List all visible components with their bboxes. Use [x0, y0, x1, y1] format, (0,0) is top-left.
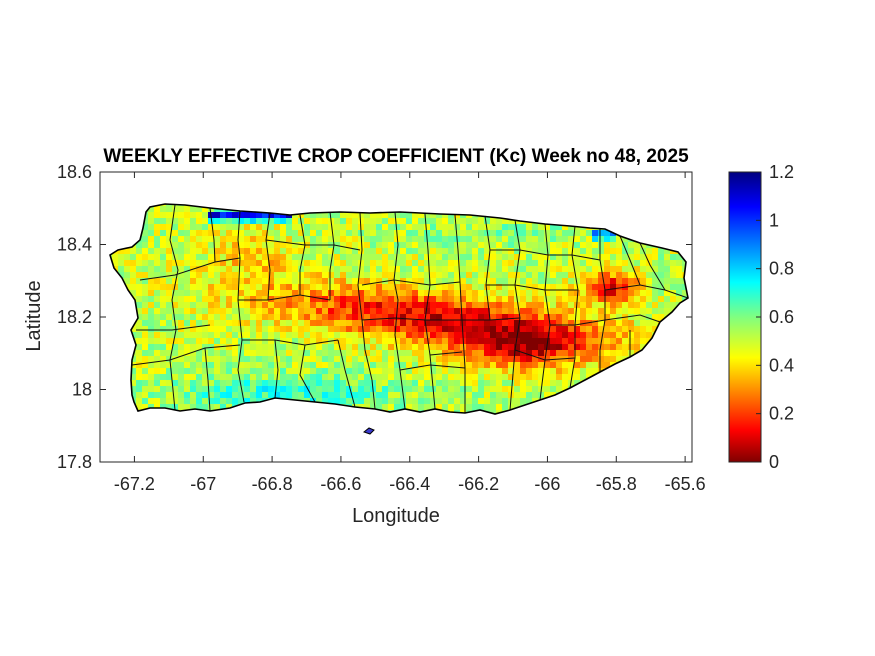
x-tick-label: -65.8 — [596, 474, 637, 494]
y-tick-label: 18 — [72, 380, 92, 400]
colorbar-tick-label: 1 — [769, 210, 779, 230]
y-tick-label: 17.8 — [57, 452, 92, 472]
colorbar-tick-label: 0.4 — [769, 355, 794, 375]
colorbar-tick-label: 0 — [769, 452, 779, 472]
colorbar-tick-label: 1.2 — [769, 162, 794, 182]
x-tick-label: -65.6 — [665, 474, 706, 494]
y-tick-label: 18.2 — [57, 307, 92, 327]
municipality-boundaries — [131, 204, 689, 413]
chart-title: WEEKLY EFFECTIVE CROP COEFFICIENT (Kc) W… — [103, 146, 689, 167]
island-outline — [109, 203, 689, 415]
y-tick-label: 18.6 — [57, 162, 92, 182]
x-axis-ticks: -67.2 -67 -66.8 -66.6 -66.4 -66.2 -66 -65.8 -65.… — [114, 172, 706, 494]
x-tick-label: -67 — [190, 474, 216, 494]
x-tick-label: -66 — [534, 474, 560, 494]
small-islet — [362, 427, 375, 435]
colorbar-tick-label: 0.2 — [769, 404, 794, 424]
colorbar-tick-label: 0.6 — [769, 307, 794, 327]
x-tick-label: -66.8 — [252, 474, 293, 494]
y-axis-ticks: 18.6 18.4 18.2 18 17.8 — [57, 162, 692, 472]
y-axis-label: Latitude — [23, 280, 45, 351]
colorbar-ticks: 0 0.2 0.4 0.6 0.8 1 1.2 — [756, 162, 794, 472]
colorbar-tick-label: 0.8 — [769, 259, 794, 279]
colorbar — [728, 171, 762, 463]
x-tick-label: -66.4 — [389, 474, 430, 494]
x-tick-label: -67.2 — [114, 474, 155, 494]
x-axis-label: Longitude — [352, 505, 440, 527]
y-tick-label: 18.4 — [57, 235, 92, 255]
x-tick-label: -66.2 — [458, 474, 499, 494]
x-tick-label: -66.6 — [320, 474, 361, 494]
